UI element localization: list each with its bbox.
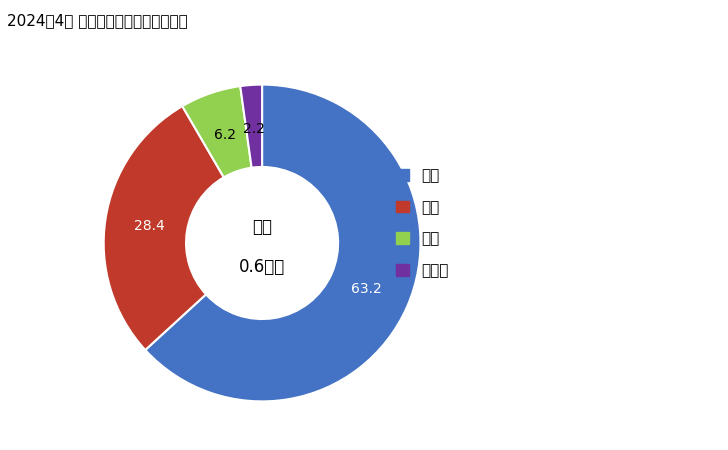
Legend: 中国, 英国, 豪州, その他: 中国, 英国, 豪州, その他 — [397, 168, 448, 279]
Text: 2024年4月 輸入相手国のシェア（％）: 2024年4月 輸入相手国のシェア（％） — [7, 14, 188, 28]
Text: 0.6億円: 0.6億円 — [239, 258, 285, 276]
Wedge shape — [182, 86, 252, 177]
Text: 28.4: 28.4 — [134, 219, 165, 233]
Wedge shape — [103, 106, 223, 350]
Text: 2.2: 2.2 — [243, 122, 265, 136]
Wedge shape — [240, 85, 262, 168]
Text: 63.2: 63.2 — [351, 282, 382, 296]
Text: 6.2: 6.2 — [214, 128, 236, 142]
Text: 総額: 総額 — [252, 218, 272, 236]
Wedge shape — [146, 85, 421, 401]
